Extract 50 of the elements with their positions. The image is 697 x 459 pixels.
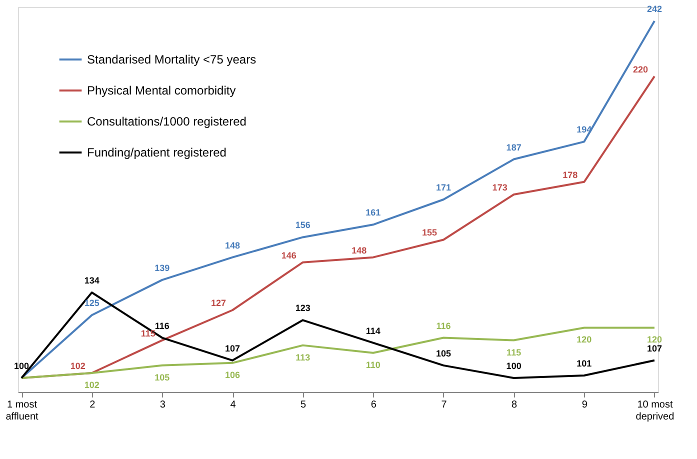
data-label: 102 xyxy=(84,380,100,390)
data-label: 110 xyxy=(366,360,380,370)
data-label: 105 xyxy=(436,348,452,358)
x-tick-label: 6 xyxy=(370,400,377,410)
data-label: 220 xyxy=(632,64,648,74)
data-label: 146 xyxy=(281,250,296,260)
data-label: 107 xyxy=(646,343,662,354)
data-label: 115 xyxy=(140,328,156,338)
data-label: 178 xyxy=(562,170,578,180)
x-tick-label: 1 most affluent xyxy=(6,400,39,422)
data-label: 113 xyxy=(296,352,310,362)
legend-label: Funding/patient registered xyxy=(87,146,226,160)
data-label: 156 xyxy=(295,220,310,230)
x-tick-label: 8 xyxy=(512,400,518,410)
data-label: 107 xyxy=(224,343,240,354)
legend-label: Consultations/1000 registered xyxy=(87,114,246,128)
x-tick-label: 2 xyxy=(90,400,96,410)
x-tick-label: 7 xyxy=(441,400,448,410)
data-label: 116 xyxy=(154,320,170,331)
data-label: 100 xyxy=(506,361,522,371)
x-tick-label: 4 xyxy=(230,400,236,410)
data-label: 242 xyxy=(646,4,662,14)
data-label: 173 xyxy=(492,182,508,192)
data-label: 101 xyxy=(576,358,592,368)
x-tick-label: 5 xyxy=(300,400,307,410)
legend-label: Physical Mental comorbidity xyxy=(87,84,236,98)
data-label: 114 xyxy=(366,326,380,336)
data-label: 102 xyxy=(70,360,86,371)
data-label: 106 xyxy=(224,370,240,380)
data-label: 120 xyxy=(576,334,592,345)
data-label: 187 xyxy=(506,142,522,152)
data-label: 134 xyxy=(84,276,100,286)
data-label: 100 xyxy=(14,361,30,371)
data-label: 161 xyxy=(366,208,381,218)
data-label: 155 xyxy=(422,228,438,238)
data-label: 171 xyxy=(436,182,452,192)
data-label: 148 xyxy=(224,240,240,250)
legend-label: Standarised Mortality <75 years xyxy=(87,52,256,66)
data-label: 123 xyxy=(295,303,310,314)
data-label: 148 xyxy=(352,245,367,256)
data-label: 127 xyxy=(210,298,226,308)
data-label: 105 xyxy=(154,372,170,382)
data-label: 116 xyxy=(436,320,451,331)
x-tick-label: 9 xyxy=(582,400,588,410)
data-label: 139 xyxy=(154,262,170,273)
x-tick-label: 10 most deprived xyxy=(636,400,674,422)
data-label: 125 xyxy=(84,298,100,308)
data-label: 115 xyxy=(506,347,522,358)
x-tick-label: 3 xyxy=(160,400,166,410)
data-label: 120 xyxy=(646,334,662,345)
